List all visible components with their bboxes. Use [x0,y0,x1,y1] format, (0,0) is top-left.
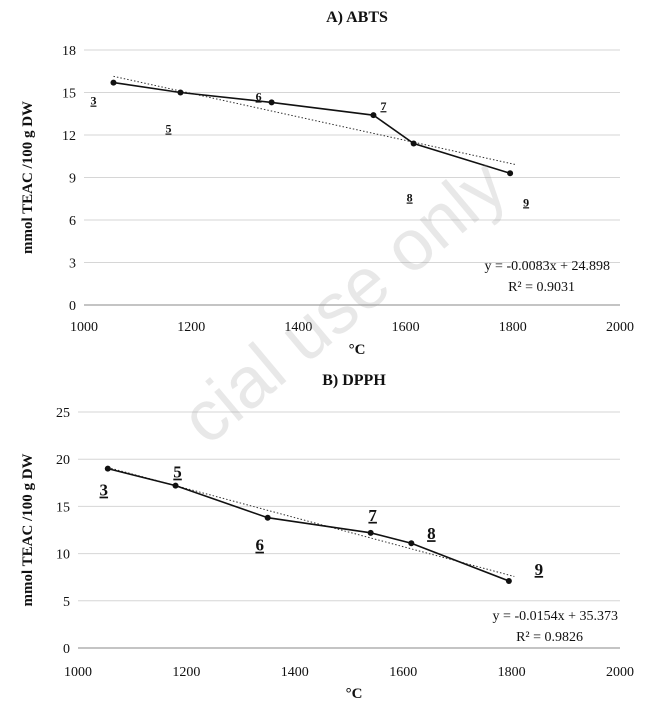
y-tick-label: 9 [69,172,76,187]
x-tick-label: 1000 [70,320,98,335]
x-tick-label: 1800 [499,320,527,335]
x-tick-label: 1400 [281,665,309,680]
x-tick-label: 1600 [392,320,420,335]
data-point [505,577,512,584]
data-point [268,99,275,106]
point-label: 9 [523,195,529,209]
point-label: 9 [535,560,544,579]
data-point [408,540,415,547]
data-point [367,529,374,536]
x-axis-label: °C [349,342,366,358]
x-axis-label: °C [346,686,363,702]
y-tick-label: 6 [69,214,76,229]
trendline-r2: R² = 0.9031 [508,280,575,295]
y-tick-label: 0 [69,299,76,314]
point-label: 3 [90,94,96,108]
y-tick-label: 15 [56,500,70,515]
y-tick-label: 25 [56,406,70,421]
y-tick-label: 5 [63,595,70,610]
series-line [113,81,511,175]
point-label: 8 [427,524,436,543]
x-tick-label: 1400 [284,320,312,335]
y-tick-label: 0 [63,642,70,657]
data-point [410,140,417,147]
trendline-equation: y = -0.0083x + 24.898 [485,259,610,274]
trendline [113,75,516,166]
point-label: 5 [165,122,171,136]
x-tick-label: 1200 [172,665,200,680]
x-tick-label: 1200 [177,320,205,335]
y-tick-label: 15 [62,87,76,102]
chart-title: B) DPPH [322,372,386,389]
data-point [172,482,179,489]
chart-panel-2: B) DPPH 0 5 10 15 20 25 1000 1200 1400 1600 1800 200… [20,372,634,702]
point-label: 8 [407,191,413,205]
x-tick-label: 1800 [498,665,526,680]
y-tick-label: 18 [62,44,76,59]
point-label: 3 [100,481,109,500]
point-label: 6 [256,89,262,103]
series-line [107,467,510,582]
point-label: 7 [368,506,377,525]
chart-title: A) ABTS [326,9,388,26]
data-point [264,514,271,521]
data-point [110,79,117,86]
point-label: 7 [380,99,386,113]
y-axis-label: mmol TEAC /100 g DW [20,453,36,606]
point-label: 5 [173,463,182,482]
chart-panel-1: A) ABTS 0 3 6 9 12 15 18 1000 1200 1400 1600 1800 200… [20,9,634,358]
x-tick-label: 1000 [64,665,92,680]
point-label: 6 [255,536,264,555]
data-point [507,170,514,177]
data-point [177,89,184,96]
data-point [370,112,377,119]
x-tick-label: 2000 [606,320,634,335]
y-tick-label: 3 [69,257,76,272]
y-tick-label: 12 [62,129,76,144]
y-tick-label: 20 [56,453,70,468]
x-tick-label: 1600 [389,665,417,680]
trendline-r2: R² = 0.9826 [516,630,583,645]
data-point [104,465,111,472]
x-tick-label: 2000 [606,665,634,680]
y-tick-label: 10 [56,548,70,563]
trendline-equation: y = -0.0154x + 35.373 [493,609,618,624]
y-axis-label: mmol TEAC /100 g DW [20,101,36,254]
